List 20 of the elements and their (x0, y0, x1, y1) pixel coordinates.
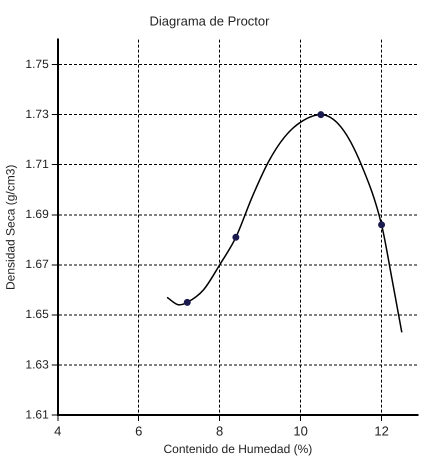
y-tick-label: 1.61 (25, 407, 50, 422)
point (232, 234, 240, 241)
y-tick-label: 1.75 (25, 56, 50, 71)
y-tick-label: 1.63 (25, 357, 50, 372)
chart-title: Diagrama de Proctor (150, 13, 270, 28)
y-tick-label: 1.67 (25, 257, 50, 272)
x-axis-title: Contenido de Humedad (%) (163, 442, 312, 456)
x-tick-label: 4 (54, 423, 62, 438)
y-tick-label: 1.71 (25, 157, 50, 172)
point (317, 111, 324, 118)
y-tick-label: 1.65 (25, 307, 50, 322)
y-tick-label: 1.73 (25, 106, 50, 121)
y-axis-title: Densidad Seca (g/cm3) (4, 164, 18, 290)
y-tick-label: 1.69 (25, 207, 50, 222)
x-tick-label: 12 (374, 423, 389, 438)
x-tick-label: 6 (135, 423, 142, 438)
point (378, 221, 386, 228)
x-tick-label: 8 (216, 423, 224, 438)
point (184, 298, 191, 306)
x-tick-label: 10 (293, 423, 308, 438)
